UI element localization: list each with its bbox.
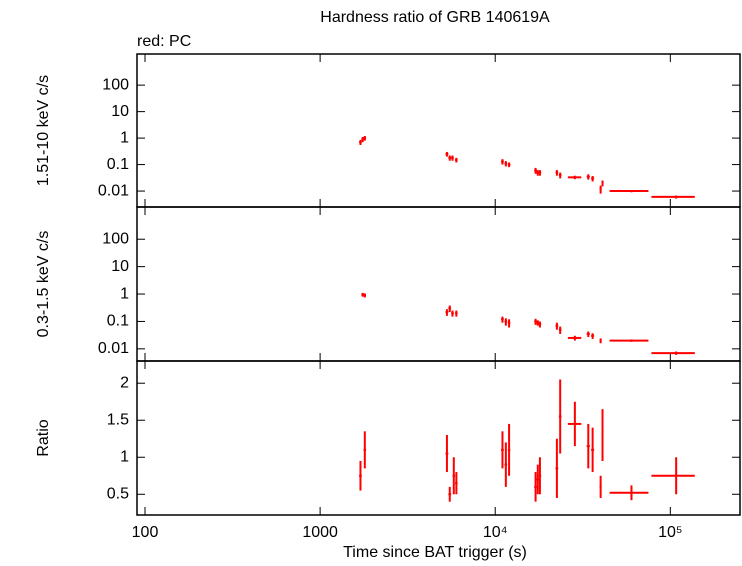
y-tick-label: 1 [120, 129, 129, 146]
y-axis-label: Ratio [35, 419, 52, 456]
chart-title: Hardness ratio of GRB 140619A [320, 9, 550, 26]
y-tick-label: 1 [120, 285, 129, 302]
y-tick-label: 1.5 [107, 411, 129, 428]
plot-frame [136, 360, 741, 516]
y-tick-label: 100 [102, 230, 129, 247]
x-tick-label: 1000 [302, 524, 338, 541]
y-tick-label: 2 [120, 374, 129, 391]
annotation: red: PC [137, 33, 191, 50]
y-tick-label: 0.5 [107, 485, 129, 502]
y-tick-label: 1 [120, 448, 129, 465]
plot-frame [136, 206, 741, 362]
x-tick-label: 10⁵ [658, 524, 682, 541]
x-tick-label: 100 [132, 524, 159, 541]
y-tick-label: 0.1 [107, 156, 129, 173]
y-tick-label: 10 [111, 103, 129, 120]
y-axis-label: 1.51-10 keV c/s [35, 75, 52, 186]
y-tick-label: 100 [102, 76, 129, 93]
y-tick-label: 0.01 [98, 182, 129, 199]
x-tick-label: 10⁴ [483, 524, 508, 541]
y-tick-label: 0.1 [107, 313, 129, 330]
y-tick-label: 0.01 [98, 340, 129, 357]
plot-frame [136, 53, 741, 208]
y-tick-label: 10 [111, 258, 129, 275]
y-axis-label: 0.3-1.5 keV c/s [35, 231, 52, 338]
x-axis-label: Time since BAT trigger (s) [343, 544, 527, 561]
